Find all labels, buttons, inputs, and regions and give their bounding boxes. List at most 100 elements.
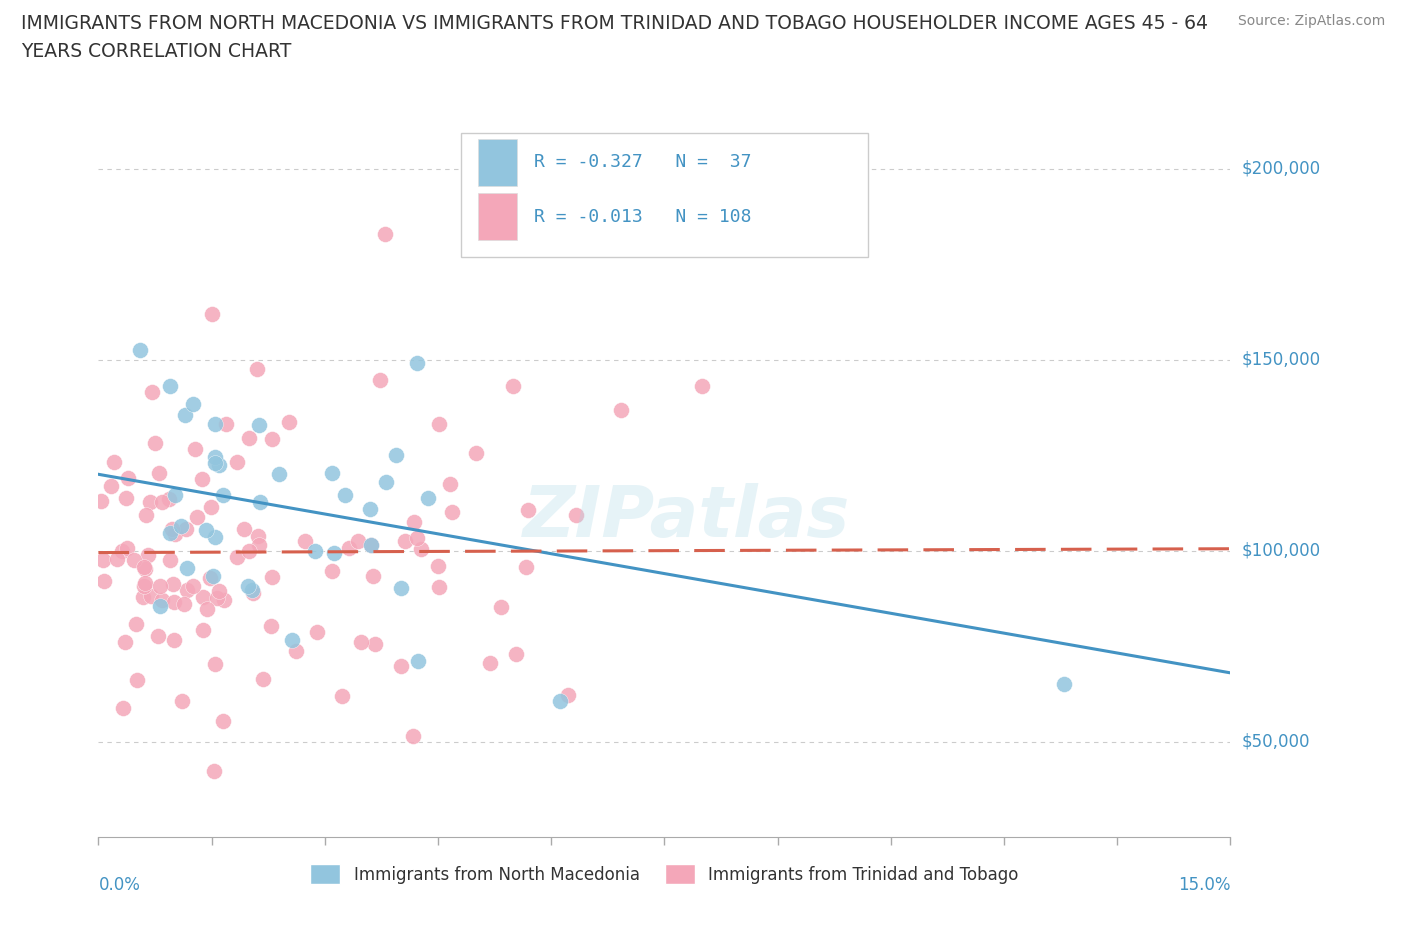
Point [505,646,527,661]
Point [170,694,193,709]
Point [141,384,163,399]
Point [159,525,181,540]
Point [211,714,233,729]
Point [240,582,263,597]
Point [125,617,148,631]
Text: Source: ZipAtlas.com: Source: ZipAtlas.com [1237,14,1385,28]
Point [191,623,214,638]
Point [402,514,425,529]
Point [502,379,524,394]
Point [550,694,572,709]
Point [173,597,195,612]
Point [236,579,259,594]
Point [337,540,360,555]
Point [114,634,136,649]
Point [233,522,256,537]
Point [200,499,222,514]
Point [124,553,146,568]
Point [516,503,538,518]
Point [294,534,316,549]
Point [134,560,156,575]
Point [162,577,184,591]
Point [193,590,215,604]
Point [207,591,229,605]
Point [165,526,187,541]
Point [163,487,186,502]
Point [105,551,128,566]
Point [176,583,198,598]
Point [359,501,381,516]
Point [181,396,204,411]
Point [360,538,382,552]
Point [117,471,139,485]
Point [406,355,429,370]
Point [249,494,271,509]
Point [245,362,267,377]
Point [260,569,283,584]
Point [163,594,186,609]
Point [321,465,343,480]
Point [389,580,412,595]
Point [330,688,353,703]
Text: YEARS CORRELATION CHART: YEARS CORRELATION CHART [21,42,291,60]
Point [284,644,307,658]
Point [281,632,304,647]
Point [93,574,115,589]
Point [159,491,181,506]
Point [134,562,156,577]
Point [557,687,579,702]
Point [208,458,231,472]
Point [440,504,463,519]
Point [204,416,226,431]
Point [202,764,225,779]
Point [269,466,291,481]
Point [321,564,343,578]
Point [159,552,181,567]
Point [184,441,207,456]
Point [323,546,346,561]
Point [610,403,633,418]
Point [160,522,183,537]
Point [690,379,713,394]
Point [491,599,513,614]
Point [170,519,193,534]
Point [91,553,114,568]
Point [163,632,186,647]
Point [515,559,537,574]
Point [202,569,225,584]
Point [215,417,238,432]
Point [200,570,222,585]
Point [136,548,159,563]
Point [103,455,125,470]
Point [208,584,231,599]
Point [478,656,501,671]
Point [141,589,163,604]
FancyBboxPatch shape [478,139,517,186]
Point [411,541,433,556]
Point [111,700,134,715]
Point [389,658,412,673]
Point [260,432,283,446]
Point [204,450,226,465]
Point [111,543,134,558]
Point [183,578,205,593]
Point [214,592,236,607]
Point [195,602,218,617]
Point [247,537,270,551]
Text: R = -0.013   N = 108: R = -0.013 N = 108 [534,207,752,226]
Point [226,455,249,470]
Point [406,531,429,546]
Text: ZIPatlas: ZIPatlas [523,484,851,552]
Point [238,543,260,558]
Text: 0.0%: 0.0% [98,876,141,894]
Point [335,487,357,502]
Legend: Immigrants from North Macedonia, Immigrants from Trinidad and Tobago: Immigrants from North Macedonia, Immigra… [304,857,1025,890]
Point [252,671,274,686]
Point [242,585,264,600]
Point [427,417,450,432]
Point [225,550,247,565]
Point [347,534,370,549]
Point [115,491,138,506]
Point [186,510,208,525]
Point [150,495,173,510]
